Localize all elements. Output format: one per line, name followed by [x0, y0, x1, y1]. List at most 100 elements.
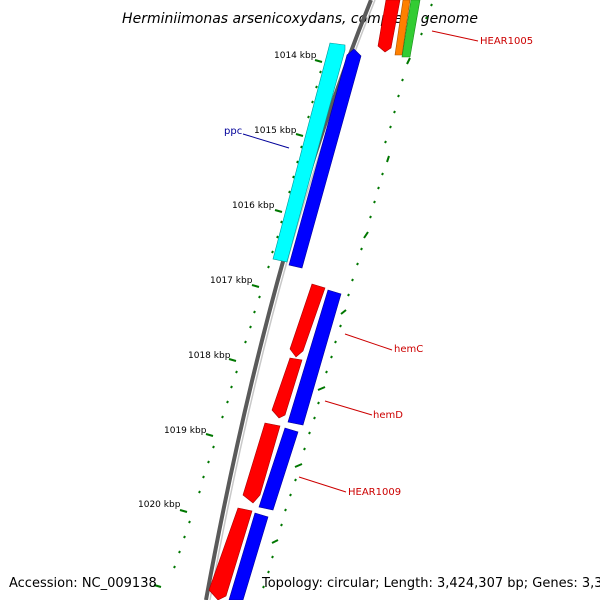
- inner-tick: [249, 325, 252, 329]
- label-leader-line: [298, 476, 347, 493]
- inner-tick: [173, 565, 176, 569]
- outer-tick: [262, 585, 265, 589]
- outer-tick: [347, 293, 350, 297]
- gene-label: HEAR1005: [480, 36, 533, 47]
- outer-tick: [325, 370, 328, 374]
- tick-label: 1015 kbp: [254, 126, 297, 136]
- cds-green-top: [401, 0, 421, 58]
- cds-red-hemC: [289, 283, 326, 358]
- label-leader-line: [344, 333, 393, 351]
- outer-tick: [425, 16, 428, 20]
- gene-label: ppc: [224, 126, 242, 137]
- outer-tick: [317, 386, 326, 391]
- tick-label: 1020 kbp: [138, 500, 181, 510]
- outer-tick: [373, 200, 376, 204]
- inner-tick: [212, 445, 215, 449]
- inner-tick: [183, 535, 186, 539]
- inner-tick: [235, 370, 238, 374]
- outer-tick: [317, 401, 320, 405]
- outer-tick: [313, 416, 316, 420]
- tick-label: 1016 kbp: [232, 201, 275, 211]
- inner-tick: [188, 520, 191, 524]
- outer-tick: [356, 262, 359, 266]
- inner-tick: [207, 460, 210, 464]
- outer-tick: [289, 493, 292, 497]
- outer-tick: [339, 324, 342, 328]
- accession-text: Accession: NC_009138: [9, 576, 157, 591]
- inner-tick: [295, 133, 304, 137]
- outer-tick-marks: [262, 3, 433, 589]
- inner-tick: [205, 433, 214, 437]
- cds-red-bottom: [208, 507, 253, 600]
- inner-tick: [307, 115, 310, 119]
- tick-label: 1017 kbp: [210, 276, 253, 286]
- inner-tick: [230, 385, 233, 389]
- outer-tick: [340, 309, 347, 315]
- outer-tick: [406, 57, 411, 65]
- gene-label: HEAR1009: [348, 487, 401, 498]
- inner-tick: [226, 400, 229, 404]
- outer-tick: [420, 32, 423, 36]
- outer-tick: [401, 78, 404, 82]
- outer-tick: [360, 247, 363, 251]
- inner-tick: [315, 85, 318, 89]
- inner-tick: [271, 250, 274, 254]
- map-title: Herminiimonas arsenicoxydans, complete g…: [122, 11, 478, 27]
- outer-tick: [294, 463, 303, 468]
- cds-orange-top: [394, 0, 411, 56]
- inner-tick: [276, 235, 279, 239]
- outer-tick: [351, 278, 354, 282]
- label-leader-line: [431, 30, 479, 42]
- outer-tick: [271, 539, 279, 544]
- inner-tick: [311, 100, 314, 104]
- cds-red-hemD: [271, 357, 303, 419]
- cds-blue-hemC: [287, 289, 342, 426]
- inner-tick: [253, 310, 256, 314]
- outer-tick: [284, 508, 287, 512]
- inner-tick: [202, 475, 205, 479]
- inner-tick: [292, 175, 295, 179]
- inner-tick: [296, 160, 299, 164]
- cds-blue-bottom: [228, 512, 269, 600]
- label-leader-line: [324, 400, 373, 416]
- cds-cyan-ppc: [272, 42, 346, 263]
- inner-tick: [319, 70, 322, 74]
- outer-tick: [377, 186, 380, 190]
- inner-tick: [288, 190, 291, 194]
- outer-tick: [271, 555, 274, 559]
- tick-label: 1018 kbp: [188, 351, 231, 361]
- inner-tick: [258, 295, 261, 299]
- outer-tick: [381, 172, 384, 176]
- inner-tick: [244, 340, 247, 344]
- outer-tick: [330, 355, 333, 359]
- inner-tick: [228, 358, 237, 362]
- outer-tick: [363, 231, 369, 239]
- inner-tick: [274, 209, 283, 213]
- outer-tick: [369, 215, 372, 219]
- inner-tick: [153, 584, 162, 588]
- outer-tick: [334, 340, 337, 344]
- tick-label: 1019 kbp: [164, 426, 207, 436]
- outer-tick: [308, 431, 311, 435]
- inner-tick: [221, 415, 224, 419]
- outer-tick: [303, 447, 306, 451]
- outer-tick: [430, 3, 433, 7]
- inner-tick: [267, 265, 270, 269]
- topology-text: Topology: circular; Length: 3,424,307 bp…: [261, 576, 600, 591]
- outer-tick: [267, 570, 270, 574]
- outer-tick: [389, 125, 392, 129]
- inner-tick: [314, 59, 323, 63]
- outer-tick: [393, 110, 396, 114]
- cds-red-HEAR1009: [242, 422, 281, 504]
- inner-tick: [300, 145, 303, 149]
- gene-label: hemC: [394, 344, 423, 355]
- outer-tick: [397, 94, 400, 98]
- cds-red-top: [377, 0, 401, 53]
- cds-blue-ppc: [288, 48, 362, 269]
- inner-tick: [280, 220, 283, 224]
- outer-tick: [294, 478, 297, 482]
- outer-tick: [386, 155, 390, 163]
- outer-tick: [384, 140, 387, 144]
